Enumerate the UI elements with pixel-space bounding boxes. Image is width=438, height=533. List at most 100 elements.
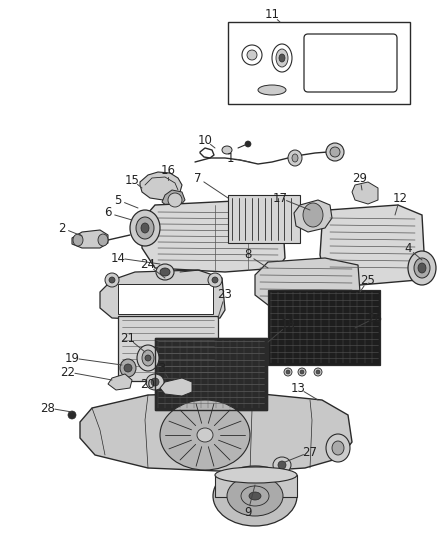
Ellipse shape xyxy=(418,263,426,273)
Text: 2: 2 xyxy=(58,222,66,235)
Ellipse shape xyxy=(245,141,251,147)
Ellipse shape xyxy=(227,476,283,516)
Ellipse shape xyxy=(120,359,136,377)
Text: 28: 28 xyxy=(41,401,56,415)
Ellipse shape xyxy=(197,428,213,442)
Text: 5: 5 xyxy=(114,193,122,206)
Text: 19: 19 xyxy=(64,351,80,365)
Bar xyxy=(118,284,213,314)
Ellipse shape xyxy=(292,154,298,162)
Polygon shape xyxy=(162,190,185,207)
Ellipse shape xyxy=(145,355,151,361)
Ellipse shape xyxy=(156,264,174,280)
Ellipse shape xyxy=(98,234,108,246)
Text: 15: 15 xyxy=(124,174,139,187)
Text: 6: 6 xyxy=(104,206,112,220)
Text: 22: 22 xyxy=(60,366,75,378)
Text: 23: 23 xyxy=(218,288,233,302)
Ellipse shape xyxy=(272,44,292,72)
Polygon shape xyxy=(294,200,332,232)
Ellipse shape xyxy=(105,273,119,287)
Ellipse shape xyxy=(303,203,323,227)
Text: 17: 17 xyxy=(272,191,287,205)
Ellipse shape xyxy=(414,258,430,278)
Text: 12: 12 xyxy=(392,191,407,205)
Bar xyxy=(215,475,297,497)
Polygon shape xyxy=(352,182,378,204)
Ellipse shape xyxy=(332,441,344,455)
Text: 1: 1 xyxy=(226,151,234,165)
Bar xyxy=(155,338,267,410)
Ellipse shape xyxy=(273,457,291,473)
Ellipse shape xyxy=(326,434,350,462)
Text: 29: 29 xyxy=(353,172,367,184)
Bar xyxy=(268,290,380,365)
Ellipse shape xyxy=(222,146,232,154)
Ellipse shape xyxy=(276,49,288,67)
Ellipse shape xyxy=(168,193,182,207)
Polygon shape xyxy=(255,258,360,306)
Bar xyxy=(118,316,218,381)
Text: 20: 20 xyxy=(141,378,155,392)
Polygon shape xyxy=(320,205,425,285)
Ellipse shape xyxy=(286,370,290,374)
Ellipse shape xyxy=(137,345,159,371)
Text: 25: 25 xyxy=(360,273,375,287)
Ellipse shape xyxy=(160,400,250,470)
Polygon shape xyxy=(80,392,352,472)
Ellipse shape xyxy=(151,378,159,386)
Text: 27: 27 xyxy=(303,446,318,458)
Ellipse shape xyxy=(142,350,154,366)
Polygon shape xyxy=(140,172,182,200)
Polygon shape xyxy=(142,200,285,272)
Text: 13: 13 xyxy=(290,382,305,394)
Ellipse shape xyxy=(215,467,297,483)
Bar xyxy=(155,338,267,410)
Ellipse shape xyxy=(68,411,76,419)
Ellipse shape xyxy=(241,486,269,506)
FancyBboxPatch shape xyxy=(304,34,397,92)
Bar xyxy=(228,22,410,104)
Ellipse shape xyxy=(249,492,261,500)
Ellipse shape xyxy=(247,50,257,60)
Ellipse shape xyxy=(279,54,285,62)
Ellipse shape xyxy=(208,273,222,287)
Polygon shape xyxy=(100,270,225,322)
Ellipse shape xyxy=(316,370,320,374)
Text: 16: 16 xyxy=(160,164,176,176)
Text: 4: 4 xyxy=(404,241,412,254)
Ellipse shape xyxy=(330,147,340,157)
Text: 18: 18 xyxy=(281,319,296,332)
Ellipse shape xyxy=(73,234,83,246)
Text: 7: 7 xyxy=(194,172,202,184)
Ellipse shape xyxy=(298,368,306,376)
Ellipse shape xyxy=(300,370,304,374)
Text: 8: 8 xyxy=(244,248,252,262)
Text: 11: 11 xyxy=(265,9,279,21)
Text: 24: 24 xyxy=(141,259,155,271)
Ellipse shape xyxy=(278,461,286,469)
Ellipse shape xyxy=(130,210,160,246)
Text: 21: 21 xyxy=(120,332,135,344)
Text: 14: 14 xyxy=(110,252,126,264)
Ellipse shape xyxy=(314,368,322,376)
Ellipse shape xyxy=(408,251,436,285)
Text: 26: 26 xyxy=(367,311,382,325)
Text: 10: 10 xyxy=(198,133,212,147)
Ellipse shape xyxy=(136,217,154,239)
Polygon shape xyxy=(160,378,192,396)
Ellipse shape xyxy=(124,364,132,372)
Ellipse shape xyxy=(212,277,218,283)
Polygon shape xyxy=(108,374,132,390)
Ellipse shape xyxy=(242,45,262,65)
Ellipse shape xyxy=(146,374,164,390)
Text: 9: 9 xyxy=(244,505,252,519)
Ellipse shape xyxy=(326,143,344,161)
Bar xyxy=(228,195,300,243)
Ellipse shape xyxy=(284,368,292,376)
Polygon shape xyxy=(72,230,108,248)
Ellipse shape xyxy=(288,150,302,166)
Ellipse shape xyxy=(109,277,115,283)
Ellipse shape xyxy=(213,466,297,526)
Ellipse shape xyxy=(258,85,286,95)
